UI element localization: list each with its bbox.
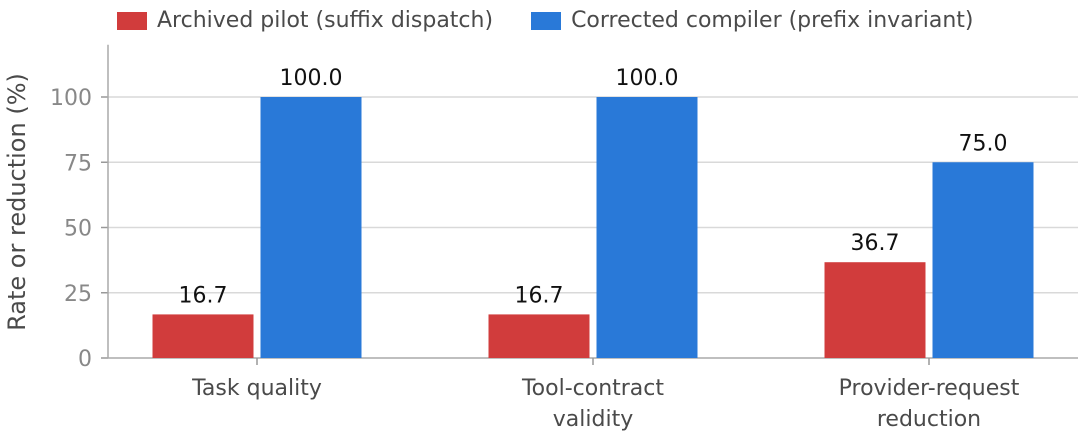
y-tick-label: 50 bbox=[64, 217, 92, 242]
data-label: 16.7 bbox=[515, 283, 564, 308]
y-tick-label: 25 bbox=[64, 282, 92, 307]
x-tick-label-task-quality: Task quality bbox=[127, 373, 387, 404]
legend-label-corrected-compiler: Corrected compiler (prefix invariant) bbox=[571, 8, 974, 33]
legend-item-archived-pilot: Archived pilot (suffix dispatch) bbox=[117, 8, 493, 33]
data-label: 100.0 bbox=[280, 66, 343, 91]
x-tick-label-tool-contract-validity: Tool-contract validity bbox=[463, 373, 723, 435]
legend-swatch-corrected-compiler bbox=[531, 11, 562, 30]
x-tick-label-line: Tool-contract bbox=[521, 376, 665, 401]
legend: Archived pilot (suffix dispatch) Correct… bbox=[117, 8, 1011, 33]
data-label: 75.0 bbox=[959, 131, 1008, 156]
bar bbox=[488, 314, 590, 358]
bar bbox=[824, 262, 926, 358]
legend-label-archived-pilot: Archived pilot (suffix dispatch) bbox=[157, 8, 494, 33]
x-tick-label-line: Task quality bbox=[192, 376, 322, 401]
bar bbox=[260, 97, 362, 358]
legend-item-corrected-compiler: Corrected compiler (prefix invariant) bbox=[531, 8, 973, 33]
x-tick-label-line: Provider-request bbox=[838, 376, 1020, 401]
x-tick-label-line: validity bbox=[552, 407, 634, 432]
y-tick-label: 100 bbox=[50, 86, 92, 111]
bar bbox=[152, 314, 254, 358]
data-label: 16.7 bbox=[179, 283, 228, 308]
legend-swatch-archived-pilot bbox=[117, 11, 147, 30]
data-label: 100.0 bbox=[616, 66, 679, 91]
y-tick-label: 75 bbox=[64, 151, 92, 176]
y-tick-label: 0 bbox=[78, 347, 92, 372]
data-label: 36.7 bbox=[851, 231, 900, 256]
x-tick-label-provider-request-reduction: Provider-request reduction bbox=[799, 373, 1059, 435]
bar bbox=[596, 97, 698, 358]
bar bbox=[932, 162, 1034, 358]
x-tick-label-line: reduction bbox=[876, 407, 982, 432]
